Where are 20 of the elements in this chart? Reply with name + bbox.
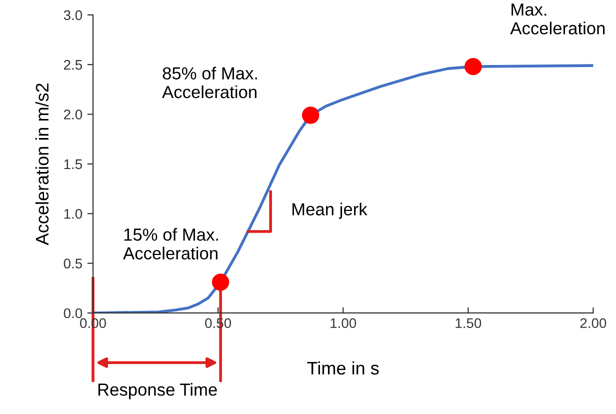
point [464,58,482,76]
y-tick-label: 1.0 [64,208,82,219]
point [302,106,320,124]
x-tick-label: 2.00 [580,318,606,328]
y-tick-label: 3.0 [64,10,82,20]
y-tick-label: 1.5 [64,159,82,170]
annotation: Mean jerk [292,202,368,219]
y-tick-label: 0.0 [64,308,82,318]
x-tick-label: 1.00 [330,318,356,328]
y-tick-label: 2.5 [64,60,82,70]
annotation: 85% of Max. Acceleration [162,66,257,98]
annotation: Max. Acceleration [510,4,605,34]
text: Response Time [98,383,217,400]
x-tick-label: 1.50 [456,318,482,328]
y-axis-title: Acceleration in m/s2 [35,84,49,246]
annotation: 15% of Max. Acceleration [123,228,218,260]
y-tick-label: 2.0 [64,110,82,120]
y-tick-label: 0.5 [64,258,82,268]
point [212,274,230,291]
x-axis-title: Time in s [307,361,379,375]
